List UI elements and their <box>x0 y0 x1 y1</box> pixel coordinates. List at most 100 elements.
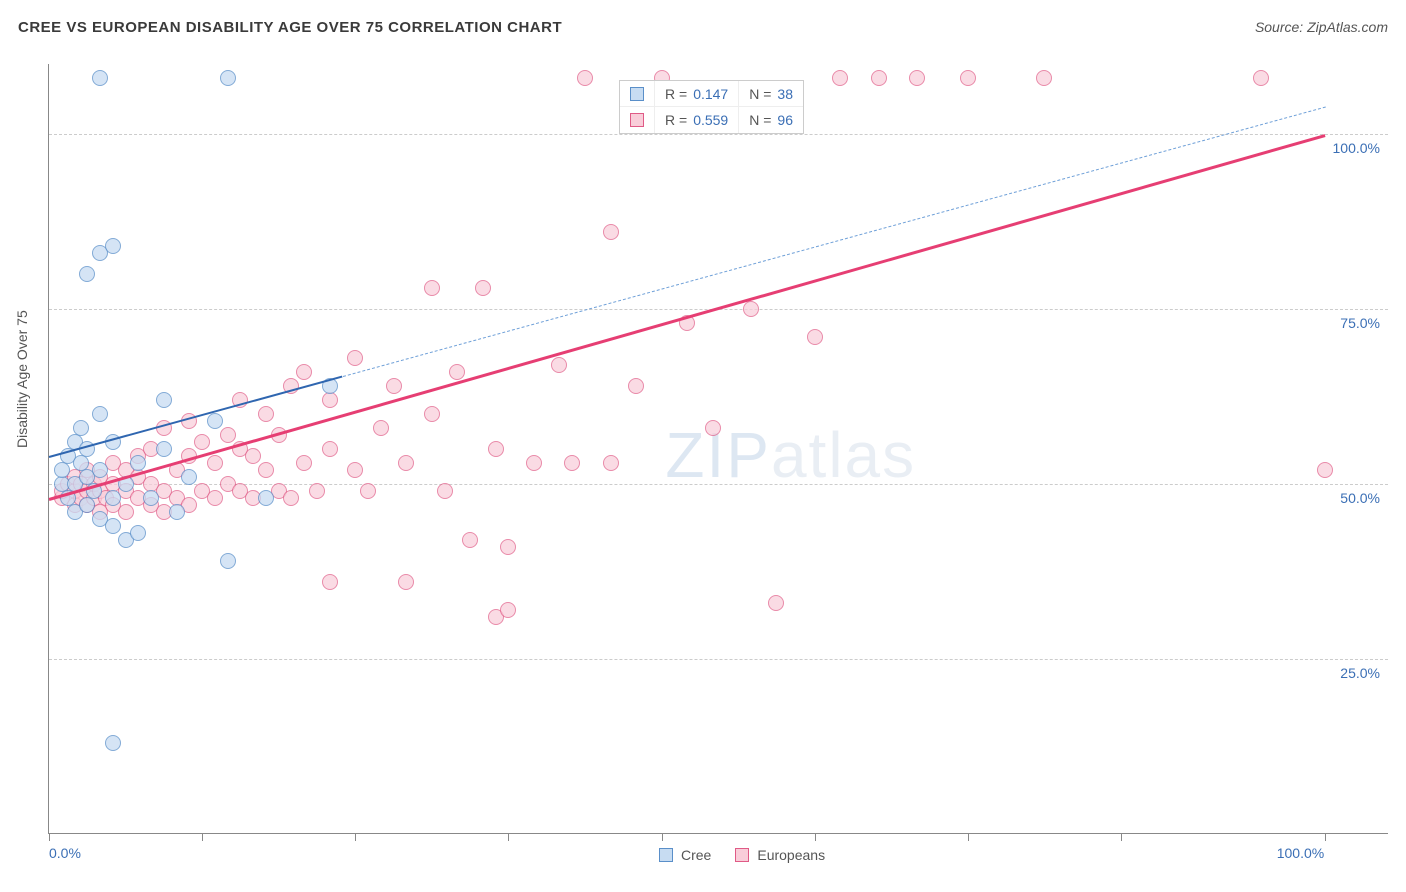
source-attribution: Source: ZipAtlas.com <box>1255 19 1388 35</box>
cree-point <box>105 490 121 506</box>
euro-point <box>807 329 823 345</box>
legend-swatch <box>659 848 673 862</box>
n-value: 96 <box>777 112 793 128</box>
euro-point <box>296 364 312 380</box>
euro-point <box>398 574 414 590</box>
x-tick <box>1325 833 1326 841</box>
cree-point <box>156 392 172 408</box>
euro-point <box>603 455 619 471</box>
euro-point <box>488 441 504 457</box>
euro-point <box>424 280 440 296</box>
source-name: ZipAtlas.com <box>1307 19 1388 35</box>
cree-point <box>73 420 89 436</box>
y-tick-label: 50.0% <box>1340 490 1380 506</box>
plot-area: ZIPatlas 25.0%50.0%75.0%100.0%0.0%100.0%… <box>48 64 1388 834</box>
euro-point <box>564 455 580 471</box>
watermark: ZIPatlas <box>665 418 916 492</box>
euro-point <box>743 301 759 317</box>
euro-point <box>1036 70 1052 86</box>
cree-point <box>181 469 197 485</box>
euro-point <box>500 602 516 618</box>
euro-point <box>360 483 376 499</box>
cree-point <box>54 462 70 478</box>
euro-point <box>449 364 465 380</box>
x-tick <box>49 833 50 841</box>
n-cell: N = 38 <box>739 81 803 106</box>
legend-label: Cree <box>681 847 711 863</box>
y-gridline <box>49 484 1388 485</box>
stats-row: R = 0.147N = 38 <box>620 81 803 107</box>
legend-swatch <box>735 848 749 862</box>
euro-point <box>194 434 210 450</box>
stats-swatch-cell <box>620 81 655 106</box>
legend-item: Europeans <box>735 847 825 863</box>
series-swatch <box>630 87 644 101</box>
cree-point <box>105 518 121 534</box>
x-tick <box>355 833 356 841</box>
euro-point <box>437 483 453 499</box>
euro-point <box>322 441 338 457</box>
euro-point <box>500 539 516 555</box>
euro-point <box>462 532 478 548</box>
euro-point <box>322 392 338 408</box>
plot-wrap: Disability Age Over 75 ZIPatlas 25.0% 50.… <box>0 48 1406 892</box>
cree-point <box>258 490 274 506</box>
y-tick-label: 75.0% <box>1340 315 1380 331</box>
euro-point <box>347 350 363 366</box>
n-value: 38 <box>777 86 793 102</box>
euro-point <box>1317 462 1333 478</box>
y-gridline <box>49 134 1388 135</box>
header-row: CREE VS EUROPEAN DISABILITY AGE OVER 75 … <box>18 12 1388 42</box>
r-label: R = <box>665 112 687 128</box>
source-prefix: Source: <box>1255 19 1307 35</box>
euro-point <box>296 455 312 471</box>
cree-point <box>130 525 146 541</box>
euro-point <box>960 70 976 86</box>
euro-point <box>475 280 491 296</box>
euro-point <box>309 483 325 499</box>
euro-point <box>551 357 567 373</box>
euro-point <box>347 462 363 478</box>
cree-point <box>79 497 95 513</box>
x-tick-label: 100.0% <box>1277 845 1324 861</box>
r-value: 0.559 <box>693 112 728 128</box>
euro-point <box>577 70 593 86</box>
euro-point <box>258 406 274 422</box>
x-tick <box>508 833 509 841</box>
x-tick <box>968 833 969 841</box>
cree-point <box>143 490 159 506</box>
y-gridline <box>49 659 1388 660</box>
cree-point <box>220 553 236 569</box>
euro-point <box>871 70 887 86</box>
euro-point <box>526 455 542 471</box>
cree-point <box>79 266 95 282</box>
n-cell: N = 96 <box>739 107 803 133</box>
stats-row: R = 0.559 N = 96 <box>620 107 803 133</box>
y-axis-label: Disability Age Over 75 <box>14 310 30 448</box>
cree-point <box>207 413 223 429</box>
x-tick <box>815 833 816 841</box>
euro-point <box>373 420 389 436</box>
euro-point <box>603 224 619 240</box>
r-value: 0.147 <box>693 86 728 102</box>
cree-regression-extension <box>342 106 1325 376</box>
euro-regression-line <box>49 134 1326 501</box>
x-tick <box>1121 833 1122 841</box>
r-cell: R = 0.147 <box>655 81 739 106</box>
watermark-thin: atlas <box>771 419 916 491</box>
correlation-stats-box: R = 0.147N = 38R = 0.559N = 96 <box>619 80 804 134</box>
y-tick-label: 100.0% <box>1333 140 1380 156</box>
cree-point <box>220 70 236 86</box>
x-tick <box>202 833 203 841</box>
legend-label: Europeans <box>757 847 825 863</box>
x-tick <box>662 833 663 841</box>
euro-point <box>398 455 414 471</box>
euro-point <box>322 574 338 590</box>
cree-point <box>156 441 172 457</box>
x-tick-label: 0.0% <box>49 845 81 861</box>
n-label: N = <box>749 112 771 128</box>
y-tick-label: 25.0% <box>1340 665 1380 681</box>
euro-point <box>220 427 236 443</box>
euro-point <box>207 490 223 506</box>
euro-point <box>909 70 925 86</box>
